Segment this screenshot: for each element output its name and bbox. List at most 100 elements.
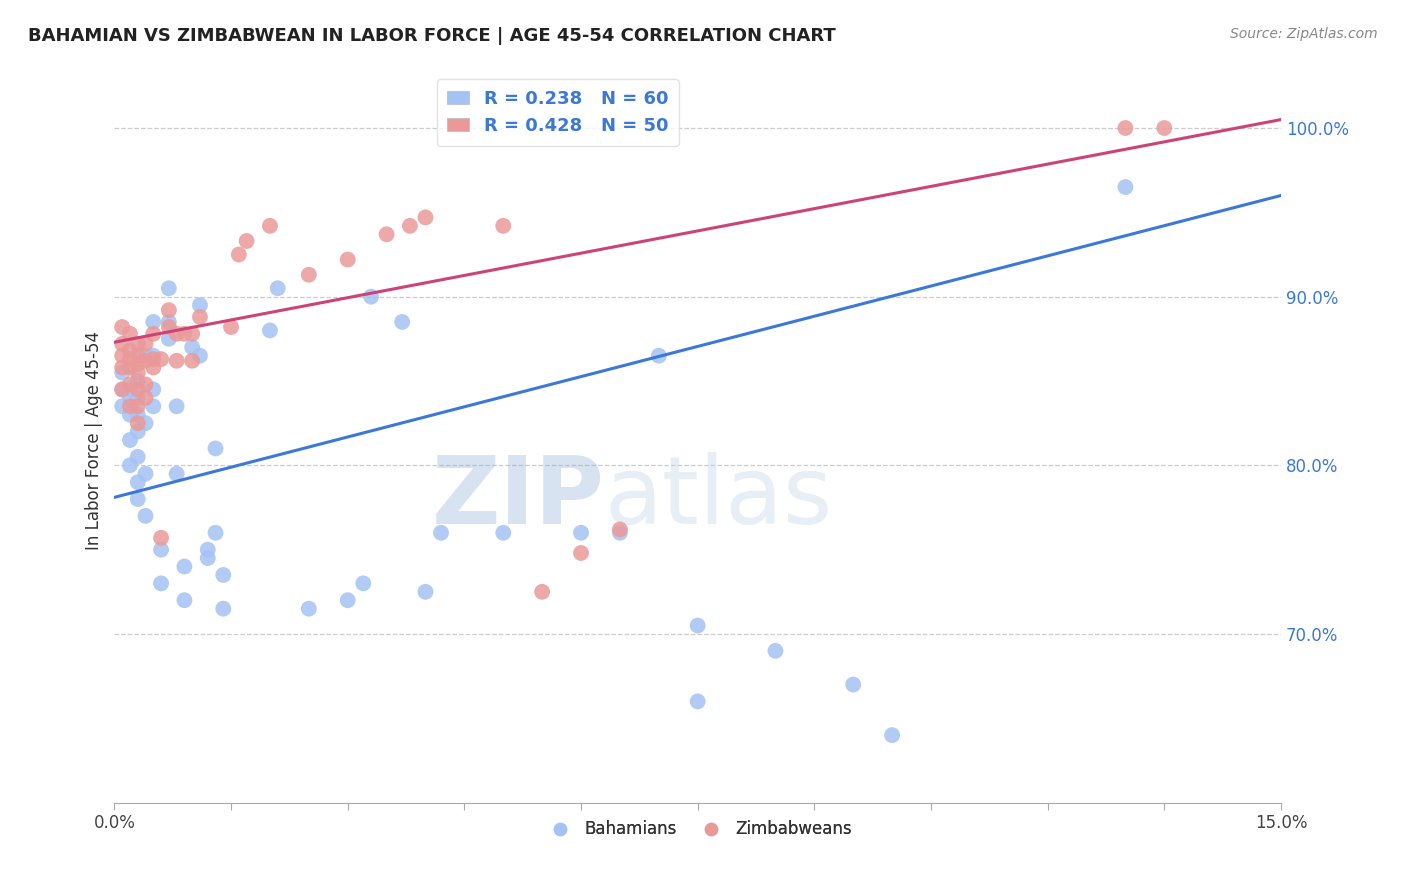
Point	[686, 694, 709, 708]
Point	[219, 320, 242, 334]
Point	[842, 677, 865, 691]
Point	[375, 227, 398, 242]
Point	[1114, 180, 1136, 194]
Point	[197, 551, 219, 566]
Point	[134, 377, 156, 392]
Point	[150, 352, 173, 367]
Point	[142, 399, 165, 413]
Point	[166, 399, 188, 413]
Point	[298, 268, 321, 282]
Point	[142, 360, 165, 375]
Point	[399, 219, 422, 233]
Point	[127, 391, 149, 405]
Text: Source: ZipAtlas.com: Source: ZipAtlas.com	[1230, 27, 1378, 41]
Point	[111, 337, 134, 351]
Point	[166, 326, 188, 341]
Point	[127, 475, 149, 490]
Point	[118, 360, 141, 375]
Point	[127, 374, 149, 388]
Point	[181, 340, 204, 354]
Point	[150, 576, 173, 591]
Point	[142, 383, 165, 397]
Point	[142, 352, 165, 367]
Point	[259, 219, 281, 233]
Point	[134, 467, 156, 481]
Point	[118, 326, 141, 341]
Point	[111, 349, 134, 363]
Point	[134, 416, 156, 430]
Point	[609, 522, 631, 536]
Point	[492, 525, 515, 540]
Point	[204, 525, 226, 540]
Point	[142, 349, 165, 363]
Point	[118, 391, 141, 405]
Point	[166, 467, 188, 481]
Point	[173, 326, 195, 341]
Point	[118, 377, 141, 392]
Point	[212, 601, 235, 615]
Point	[173, 559, 195, 574]
Point	[111, 383, 134, 397]
Point	[267, 281, 290, 295]
Point	[228, 247, 250, 261]
Point	[127, 491, 149, 506]
Point	[181, 353, 204, 368]
Text: atlas: atlas	[605, 452, 832, 544]
Point	[134, 508, 156, 523]
Point	[134, 391, 156, 405]
Point	[1153, 121, 1175, 136]
Point	[391, 315, 413, 329]
Point	[127, 425, 149, 439]
Point	[118, 458, 141, 473]
Point	[569, 546, 592, 560]
Point	[259, 323, 281, 337]
Point	[118, 433, 141, 447]
Point	[150, 542, 173, 557]
Point	[882, 728, 904, 742]
Point	[111, 383, 134, 397]
Point	[1114, 121, 1136, 136]
Point	[142, 326, 165, 341]
Point	[118, 352, 141, 367]
Point	[157, 315, 180, 329]
Point	[298, 601, 321, 615]
Point	[686, 618, 709, 632]
Point	[118, 383, 141, 397]
Point	[127, 366, 149, 380]
Point	[127, 337, 149, 351]
Point	[157, 303, 180, 318]
Point	[127, 357, 149, 371]
Point	[127, 408, 149, 422]
Point	[127, 399, 149, 413]
Point	[134, 337, 156, 351]
Point	[111, 366, 134, 380]
Point	[111, 399, 134, 413]
Point	[142, 315, 165, 329]
Text: BAHAMIAN VS ZIMBABWEAN IN LABOR FORCE | AGE 45-54 CORRELATION CHART: BAHAMIAN VS ZIMBABWEAN IN LABOR FORCE | …	[28, 27, 837, 45]
Point	[127, 349, 149, 363]
Point	[360, 290, 382, 304]
Point	[415, 584, 437, 599]
Point	[188, 349, 211, 363]
Point	[181, 326, 204, 341]
Point	[157, 332, 180, 346]
Y-axis label: In Labor Force | Age 45-54: In Labor Force | Age 45-54	[86, 331, 103, 549]
Point	[197, 542, 219, 557]
Point	[134, 349, 156, 363]
Point	[157, 281, 180, 295]
Point	[352, 576, 374, 591]
Point	[111, 360, 134, 375]
Point	[492, 219, 515, 233]
Point	[569, 525, 592, 540]
Point	[118, 343, 141, 358]
Point	[415, 211, 437, 225]
Point	[765, 644, 787, 658]
Point	[134, 353, 156, 368]
Point	[235, 234, 257, 248]
Point	[648, 349, 671, 363]
Point	[111, 320, 134, 334]
Point	[336, 252, 359, 267]
Point	[609, 525, 631, 540]
Point	[157, 320, 180, 334]
Point	[166, 353, 188, 368]
